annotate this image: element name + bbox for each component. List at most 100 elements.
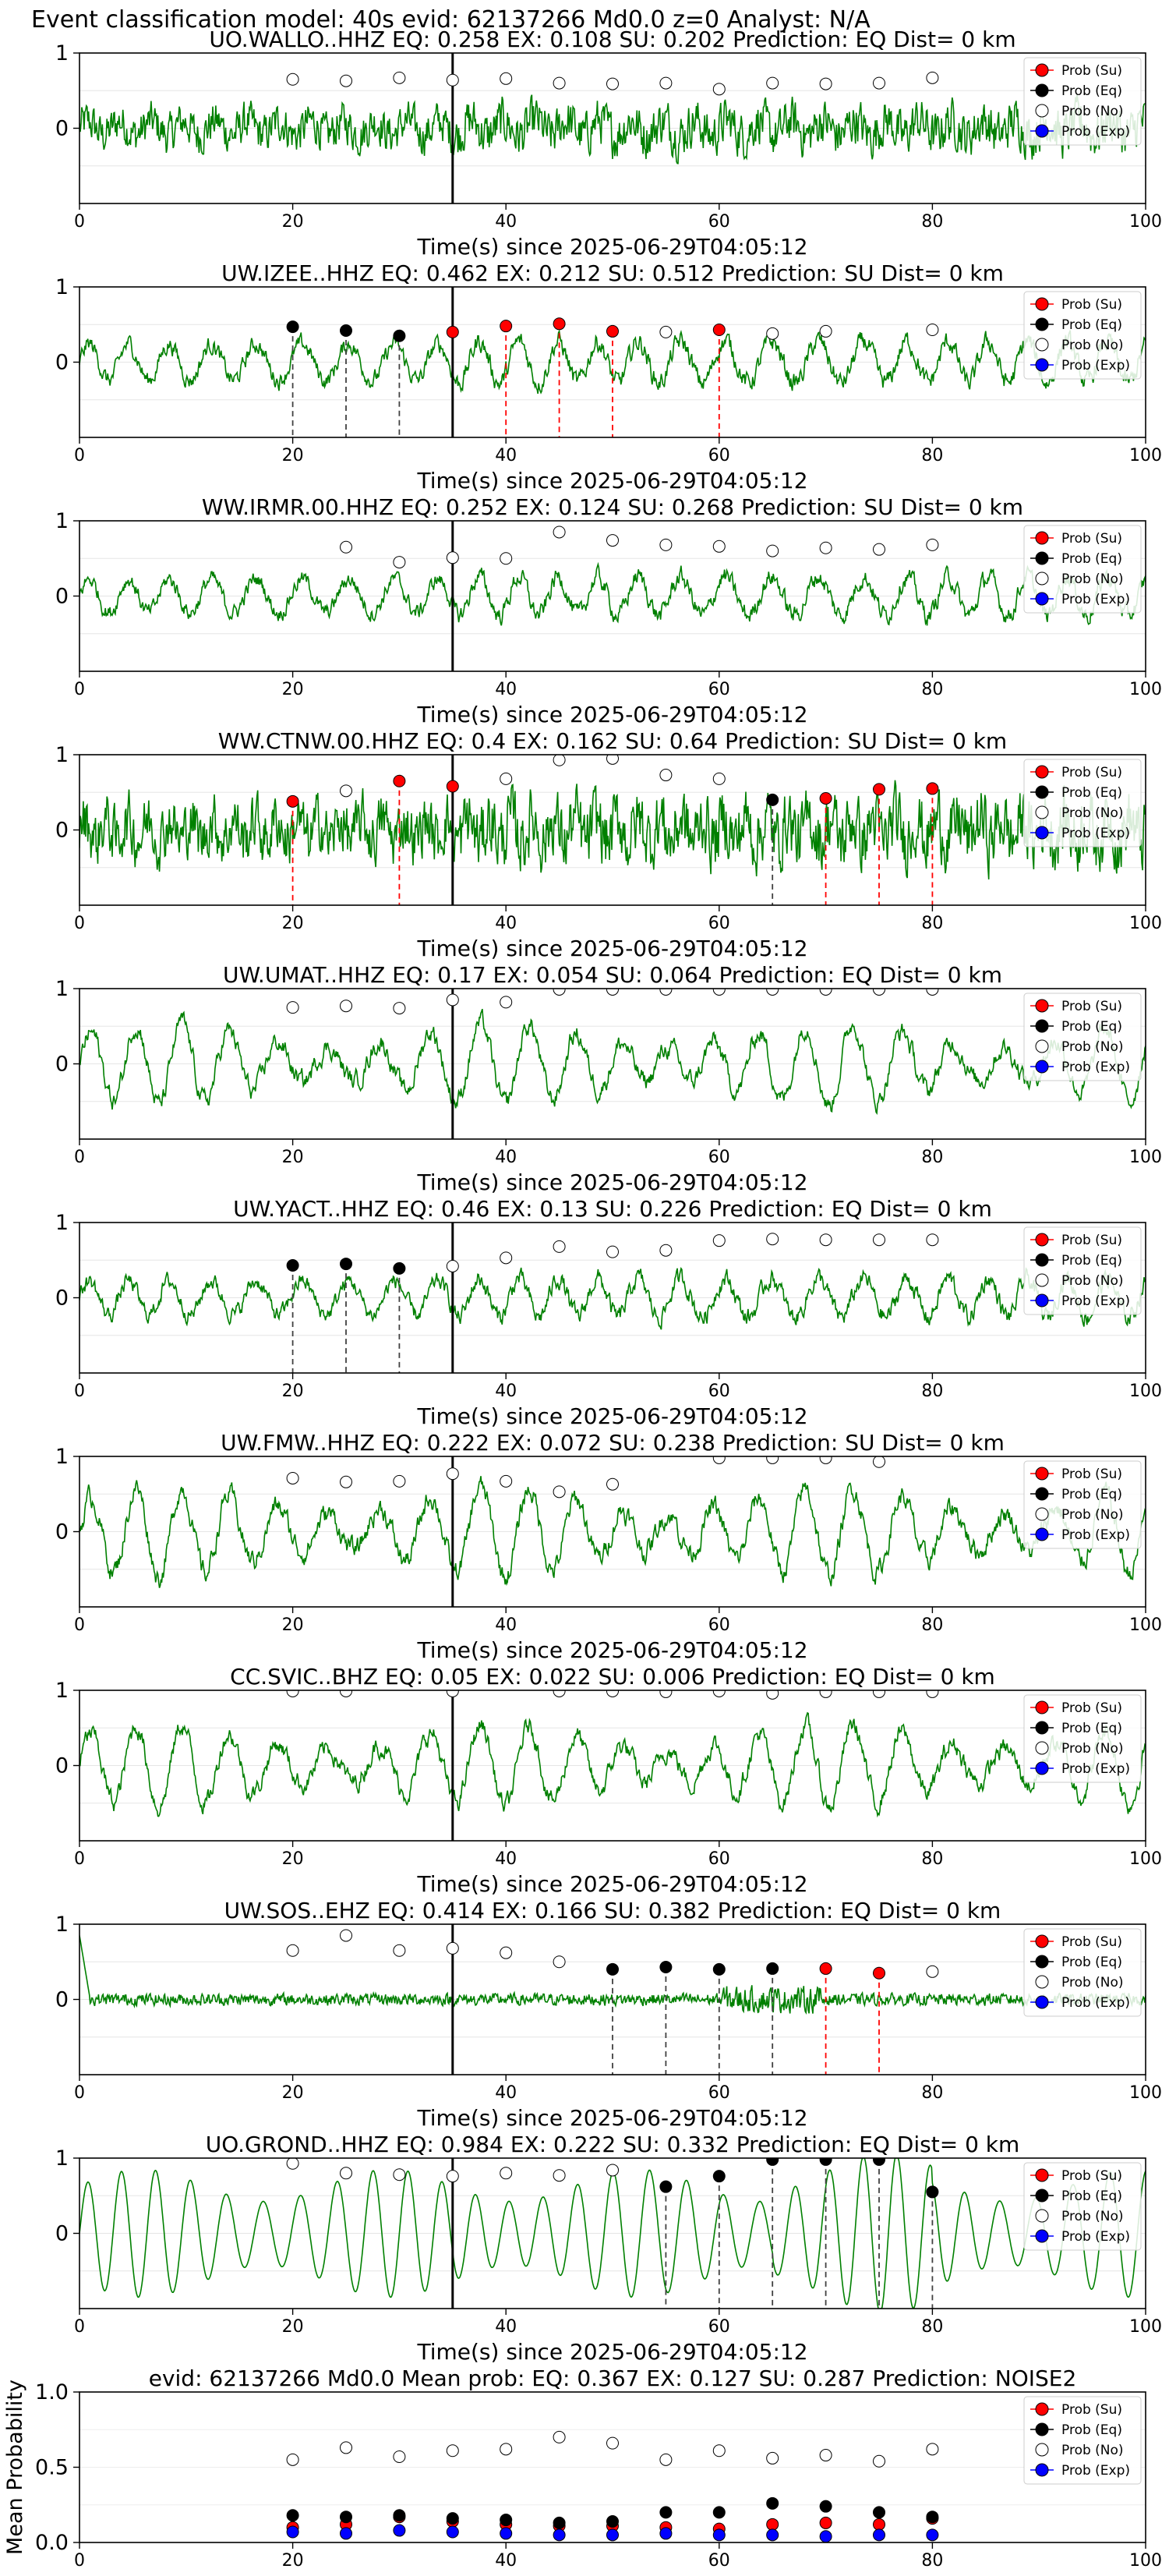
mean-point-no bbox=[340, 2441, 352, 2454]
plot-area bbox=[79, 1690, 1146, 1841]
prob-point-no bbox=[606, 1690, 619, 1697]
prob-point-no bbox=[393, 556, 406, 569]
legend-label: Prob (No) bbox=[1061, 2443, 1124, 2458]
legend-label: Prob (Eq) bbox=[1061, 2189, 1122, 2204]
prob-point-no bbox=[500, 1251, 513, 1265]
legend-marker bbox=[1035, 1487, 1049, 1501]
legend-marker bbox=[1035, 765, 1049, 779]
mean-point-exp bbox=[286, 2525, 299, 2539]
y-tick-label: 1 bbox=[55, 1679, 69, 1703]
prob-point-no bbox=[446, 2170, 459, 2183]
legend-box bbox=[1023, 993, 1142, 1081]
legend: Prob (Su) Prob (Eq) Prob (No) Prob (Exp) bbox=[1023, 57, 1142, 146]
legend-box bbox=[1023, 57, 1142, 146]
y-axis-label: Mean Probability bbox=[3, 2380, 27, 2555]
prob-point-no bbox=[926, 71, 939, 84]
x-tick-label: 60 bbox=[708, 680, 730, 699]
plot-area bbox=[79, 1456, 1146, 1607]
prob-point-no bbox=[606, 77, 619, 90]
legend-marker bbox=[1035, 1721, 1049, 1735]
x-tick-label: 60 bbox=[708, 212, 730, 232]
legend: Prob (Su) Prob (Eq) Prob (No) Prob (Exp) bbox=[1023, 291, 1142, 380]
mean-point-eq bbox=[553, 2516, 566, 2529]
chart-panel-1: UO.WALLO..HHZ EQ: 0.258 EX: 0.108 SU: 0.… bbox=[55, 27, 1162, 260]
legend-marker bbox=[1035, 2402, 1049, 2416]
x-tick-label: 20 bbox=[282, 680, 304, 699]
legend-marker bbox=[1035, 1233, 1049, 1247]
prob-point-eq bbox=[926, 2185, 939, 2199]
plot-area bbox=[79, 521, 1146, 671]
mean-point-eq bbox=[766, 2496, 779, 2510]
y-tick-label: 1 bbox=[55, 743, 69, 767]
x-tick-label: 100 bbox=[1129, 2083, 1162, 2103]
prob-point-no bbox=[340, 2167, 352, 2180]
mean-point-exp bbox=[659, 2527, 673, 2540]
prob-point-no bbox=[873, 1690, 885, 1698]
mean-point-su bbox=[873, 2518, 885, 2531]
chart-panel-2: UW.IZEE..HHZ EQ: 0.462 EX: 0.212 SU: 0.5… bbox=[55, 260, 1162, 494]
legend-marker bbox=[1035, 1019, 1049, 1033]
legend-marker bbox=[1035, 1955, 1049, 1969]
y-tick-label: 0 bbox=[55, 1754, 69, 1778]
x-tick-label: 60 bbox=[708, 2551, 730, 2571]
legend-marker bbox=[1035, 805, 1049, 819]
legend: Prob (Su) Prob (Eq) Prob (No) Prob (Exp) bbox=[1023, 1460, 1142, 1549]
x-tick-label: 0 bbox=[74, 1615, 85, 1635]
x-tick-label: 40 bbox=[495, 212, 517, 232]
prob-point-no bbox=[286, 1690, 299, 1697]
y-tick-label: 0 bbox=[55, 819, 69, 843]
mean-point-eq bbox=[712, 2506, 726, 2519]
x-tick-label: 20 bbox=[282, 2083, 304, 2103]
chart-title: evid: 62137266 Md0.0 Mean prob: EQ: 0.36… bbox=[149, 2365, 1077, 2391]
legend-marker bbox=[1035, 592, 1049, 606]
prob-point-no bbox=[926, 538, 939, 551]
x-tick-label: 100 bbox=[1129, 2551, 1162, 2571]
x-tick-label: 40 bbox=[495, 1615, 517, 1635]
mean-point-no bbox=[926, 2443, 939, 2456]
prob-point-no bbox=[553, 1955, 566, 1969]
legend: Prob (Su) Prob (Eq) Prob (No) Prob (Exp) bbox=[1023, 2396, 1142, 2485]
legend-box bbox=[1023, 2162, 1142, 2251]
prob-point-eq bbox=[766, 793, 779, 806]
prob-point-no bbox=[340, 784, 352, 798]
x-axis-label: Time(s) since 2025-06-29T04:05:12 bbox=[416, 1403, 807, 1429]
prob-point-no bbox=[659, 989, 673, 996]
chart-title: UW.UMAT..HHZ EQ: 0.17 EX: 0.054 SU: 0.06… bbox=[223, 962, 1002, 988]
legend-marker bbox=[1035, 1467, 1049, 1481]
prob-point-no bbox=[340, 1475, 352, 1488]
x-tick-label: 60 bbox=[708, 1615, 730, 1635]
x-tick-label: 100 bbox=[1129, 446, 1162, 465]
legend-marker bbox=[1035, 2168, 1049, 2182]
x-tick-label: 80 bbox=[921, 1382, 943, 1401]
y-tick-label: 0 bbox=[55, 2222, 69, 2246]
x-tick-label: 0 bbox=[74, 1382, 85, 1401]
legend-marker bbox=[1035, 83, 1049, 97]
legend-label: Prob (Su) bbox=[1061, 999, 1122, 1014]
prob-point-no bbox=[500, 1474, 513, 1488]
mean-point-eq bbox=[819, 2500, 832, 2513]
prob-point-no bbox=[819, 77, 832, 90]
prob-point-no bbox=[659, 538, 673, 551]
mean-point-no bbox=[873, 2454, 885, 2468]
legend-marker bbox=[1035, 1293, 1049, 1307]
x-tick-label: 40 bbox=[495, 2317, 517, 2337]
prob-point-no bbox=[340, 540, 352, 554]
x-tick-label: 100 bbox=[1129, 680, 1162, 699]
prob-point-no bbox=[766, 1690, 779, 1700]
legend-label: Prob (Eq) bbox=[1061, 1955, 1122, 1970]
chart-panel-9: UW.SOS..EHZ EQ: 0.414 EX: 0.166 SU: 0.38… bbox=[55, 1898, 1162, 2131]
legend-marker bbox=[1035, 571, 1049, 586]
legend-marker bbox=[1035, 2463, 1049, 2477]
prob-point-no bbox=[712, 772, 726, 785]
x-tick-label: 40 bbox=[495, 446, 517, 465]
prob-point-no bbox=[873, 76, 885, 90]
legend-box bbox=[1023, 2396, 1142, 2485]
prob-point-eq bbox=[766, 2158, 779, 2166]
prob-point-no bbox=[286, 73, 299, 86]
prob-point-eq bbox=[819, 2158, 832, 2166]
legend-marker bbox=[1035, 1934, 1049, 1948]
legend-box bbox=[1023, 1226, 1142, 1315]
x-tick-label: 60 bbox=[708, 914, 730, 933]
prob-point-no bbox=[286, 1001, 299, 1014]
legend-label: Prob (No) bbox=[1061, 104, 1124, 119]
